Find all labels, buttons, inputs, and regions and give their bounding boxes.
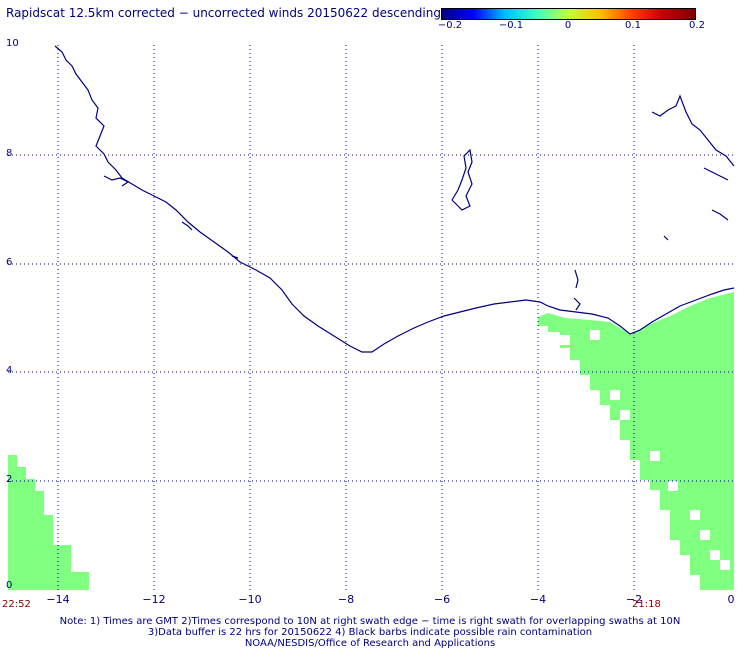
note-line-1: Note: 1) Times are GMT 2)Times correspon… xyxy=(59,616,681,627)
map-title: Rapidscat 12.5km corrected − uncorrected… xyxy=(6,6,441,20)
x-tick-label: −4 xyxy=(529,593,547,606)
colorbar-tick: 0 xyxy=(564,20,572,31)
x-tick-label: −14 xyxy=(46,593,70,606)
y-tick-label: 10 xyxy=(6,38,19,49)
colorbar-tick: −0.2 xyxy=(437,20,463,31)
grid-lines xyxy=(8,45,734,590)
y-tick-label: 6 xyxy=(6,257,13,268)
x-tick-label: −12 xyxy=(142,593,166,606)
y-tick-label: 0 xyxy=(6,580,13,591)
note-line-3: NOAA/NESDIS/Office of Research and Appli… xyxy=(244,638,496,649)
x-tick-label: −2 xyxy=(625,593,643,606)
colorbar-gradient xyxy=(441,8,696,20)
swath-time-right: 21:18 xyxy=(632,599,661,610)
swath-right xyxy=(538,292,734,590)
y-tick-label: 4 xyxy=(6,365,13,376)
swath-left xyxy=(8,455,89,590)
coastline xyxy=(54,45,735,353)
x-tick-label: −10 xyxy=(238,593,262,606)
colorbar-tick: −0.1 xyxy=(498,20,524,31)
x-tick-label: 0 xyxy=(727,593,735,606)
x-tick-label: −8 xyxy=(337,593,355,606)
colorbar-tick: 0.2 xyxy=(689,20,705,31)
swath-time-left: 22:52 xyxy=(2,599,31,610)
y-tick-label: 2 xyxy=(6,474,13,485)
note-line-2: 3)Data buffer is 22 hrs for 20150622 4) … xyxy=(147,627,593,638)
x-tick-label: −6 xyxy=(433,593,451,606)
colorbar-tick: 0.1 xyxy=(625,20,641,31)
y-tick-label: 8 xyxy=(6,148,13,159)
